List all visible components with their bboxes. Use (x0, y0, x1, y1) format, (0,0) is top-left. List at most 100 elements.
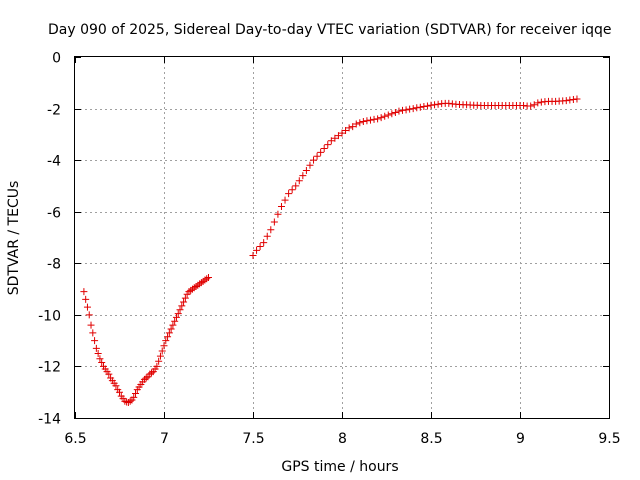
data-point (402, 106, 410, 114)
data-point (313, 152, 321, 160)
data-point (162, 337, 170, 345)
data-point (263, 232, 271, 240)
x-tick-label: 7 (160, 431, 169, 447)
data-point (130, 393, 138, 401)
data-point (132, 390, 140, 398)
data-point (537, 98, 545, 106)
data-point (165, 329, 173, 337)
data-point (295, 177, 303, 185)
data-point (420, 103, 428, 111)
data-point (180, 298, 188, 306)
data-point (356, 119, 364, 127)
data-point (445, 99, 453, 107)
data-point (197, 279, 205, 287)
data-point (274, 210, 282, 218)
data-point (192, 282, 200, 290)
data-point (96, 355, 104, 363)
data-point (260, 239, 268, 247)
data-point (116, 388, 123, 396)
data-point (317, 148, 325, 156)
y-tick-label: -4 (47, 154, 61, 170)
data-point (381, 112, 389, 120)
data-point (92, 344, 100, 352)
y-axis-label: SDTVAR / TECUs (6, 181, 22, 296)
data-point (359, 117, 367, 125)
data-point (124, 399, 132, 407)
grid (75, 57, 609, 418)
x-tick-label: 9 (516, 431, 525, 447)
data-point (338, 129, 346, 137)
data-points (80, 95, 581, 407)
data-point (281, 196, 289, 204)
x-tick-label: 7.5 (242, 431, 264, 447)
data-point (391, 108, 399, 116)
x-axis-label: GPS time / hours (281, 459, 398, 475)
data-point (194, 281, 202, 289)
data-point (370, 115, 378, 123)
data-point (105, 370, 113, 378)
data-point (349, 123, 357, 131)
data-point (306, 161, 314, 169)
data-point (178, 302, 186, 310)
data-point (94, 350, 102, 358)
data-point (520, 101, 528, 109)
data-point (352, 120, 360, 128)
data-point (146, 370, 154, 378)
data-point (413, 104, 421, 112)
x-tick-label: 8.5 (420, 431, 442, 447)
data-point (334, 132, 342, 140)
data-point (342, 126, 350, 134)
data-point (126, 397, 134, 405)
data-point (399, 106, 407, 114)
data-point (527, 102, 535, 110)
data-point (416, 103, 424, 111)
data-point (89, 329, 97, 337)
data-point (80, 288, 88, 296)
data-point (196, 280, 204, 288)
data-point (140, 375, 148, 383)
data-point (98, 359, 106, 367)
data-point (185, 288, 193, 296)
data-point (82, 295, 90, 303)
data-point (201, 276, 209, 284)
data-point (534, 99, 542, 107)
data-point (181, 294, 189, 302)
data-point (249, 252, 257, 260)
data-point (566, 96, 574, 104)
data-point (302, 166, 310, 174)
series-1 (80, 273, 212, 407)
data-point (345, 124, 353, 132)
data-point (167, 325, 175, 333)
data-point (176, 306, 184, 314)
data-point (142, 374, 150, 382)
data-point (409, 105, 417, 113)
data-point (310, 156, 318, 164)
data-point (363, 117, 371, 125)
data-point (299, 172, 307, 180)
data-point (83, 303, 91, 311)
data-point (91, 337, 99, 345)
data-point (331, 134, 339, 142)
data-point (158, 347, 166, 355)
y-tick-label: -2 (47, 103, 61, 119)
y-tick-label: -12 (38, 360, 61, 376)
data-point (530, 101, 538, 109)
data-point (270, 218, 278, 226)
data-point (569, 96, 577, 104)
x-tick-label: 9.5 (598, 431, 620, 447)
y-tick-label: -10 (38, 309, 61, 325)
data-point (366, 116, 374, 124)
data-point (327, 137, 335, 145)
data-point (434, 100, 442, 108)
data-point (427, 101, 435, 109)
y-tick-label: -14 (38, 412, 61, 428)
data-point (190, 284, 198, 292)
x-tick-label: 8 (338, 431, 347, 447)
data-point (188, 285, 196, 293)
plot-frame (74, 56, 610, 419)
chart-title: Day 090 of 2025, Sidereal Day-to-day VTE… (48, 22, 612, 38)
data-point (320, 145, 328, 153)
data-point (277, 203, 285, 211)
y-tick-label: -6 (47, 206, 61, 222)
